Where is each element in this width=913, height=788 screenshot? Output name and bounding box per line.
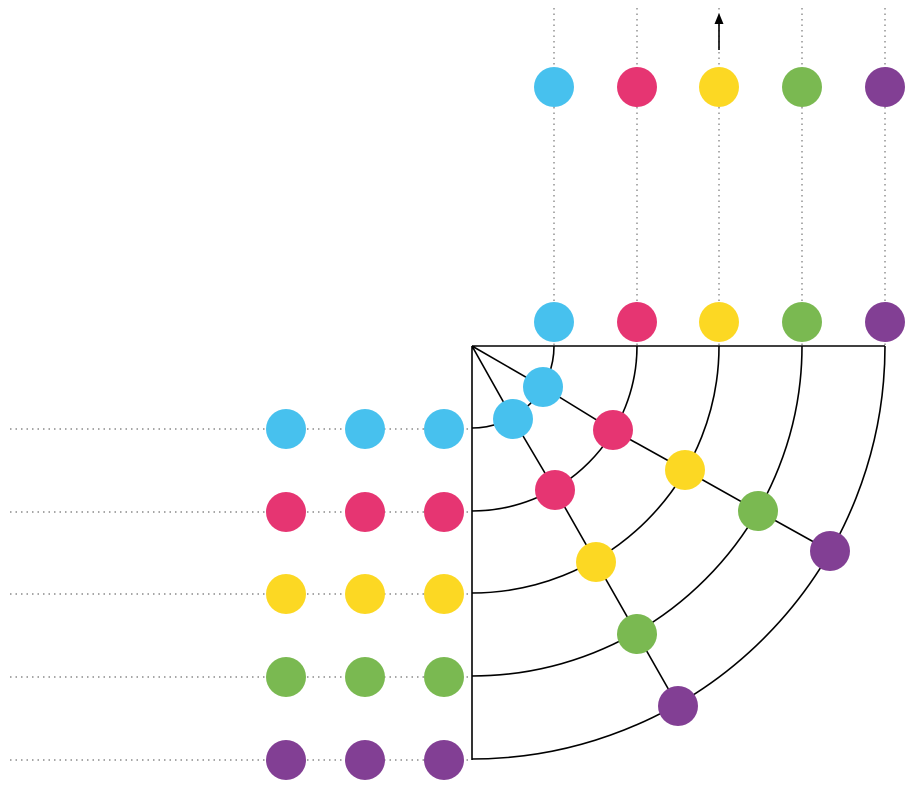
top-dot-col-5-row-1: [865, 67, 905, 107]
turn-arc-4: [471, 345, 803, 677]
diagonal-steep-dot-2: [535, 470, 575, 510]
left-dot-row-1-col-2: [345, 409, 385, 449]
left-dot-row-2-col-3: [424, 492, 464, 532]
direction-arrow: [714, 13, 724, 50]
top-dot-col-1-row-1: [534, 67, 574, 107]
top-dot-col-4-row-2: [782, 302, 822, 342]
diagonal-steep-dot-4: [617, 614, 657, 654]
left-dot-row-2-col-2: [345, 492, 385, 532]
diagonal-shallow-dot-2: [593, 410, 633, 450]
diagonal-steep-dot-1: [493, 399, 533, 439]
diagonal-steep-dot-5: [658, 686, 698, 726]
diagonal-shallow-dot-3: [665, 450, 705, 490]
diagonal-line-shallow: [471, 345, 831, 552]
top-dot-col-4-row-1: [782, 67, 822, 107]
top-dot-col-2-row-1: [617, 67, 657, 107]
turn-arc-2: [471, 345, 638, 512]
left-dot-row-1-col-3: [424, 409, 464, 449]
lane-dots: [266, 67, 905, 780]
left-dot-row-4-col-1: [266, 657, 306, 697]
turn-arc-5: [471, 345, 886, 760]
top-dot-col-3-row-2: [699, 302, 739, 342]
top-dot-col-5-row-2: [865, 302, 905, 342]
dotted-guide-lines: [10, 8, 886, 761]
left-dot-row-3-col-2: [345, 574, 385, 614]
left-dot-row-1-col-1: [266, 409, 306, 449]
arrow-head: [714, 13, 724, 24]
diagonal-line-steep: [471, 345, 679, 707]
top-dot-col-2-row-2: [617, 302, 657, 342]
left-dot-row-4-col-3: [424, 657, 464, 697]
left-dot-row-2-col-1: [266, 492, 306, 532]
left-dot-row-3-col-3: [424, 574, 464, 614]
top-dot-col-3-row-1: [699, 67, 739, 107]
diagonal-shallow-dot-5: [810, 531, 850, 571]
top-dot-col-1-row-2: [534, 302, 574, 342]
diagonal-shallow-dot-1: [523, 367, 563, 407]
turn-arc-3: [471, 345, 720, 594]
turn-arc-1: [471, 345, 555, 429]
left-dot-row-5-col-2: [345, 740, 385, 780]
diagonal-steep-dot-3: [576, 542, 616, 582]
left-dot-row-4-col-2: [345, 657, 385, 697]
left-dot-row-5-col-1: [266, 740, 306, 780]
left-dot-row-3-col-1: [266, 574, 306, 614]
diagonal-shallow-dot-4: [738, 491, 778, 531]
arrow-up-icon: [714, 13, 724, 50]
left-dot-row-5-col-3: [424, 740, 464, 780]
